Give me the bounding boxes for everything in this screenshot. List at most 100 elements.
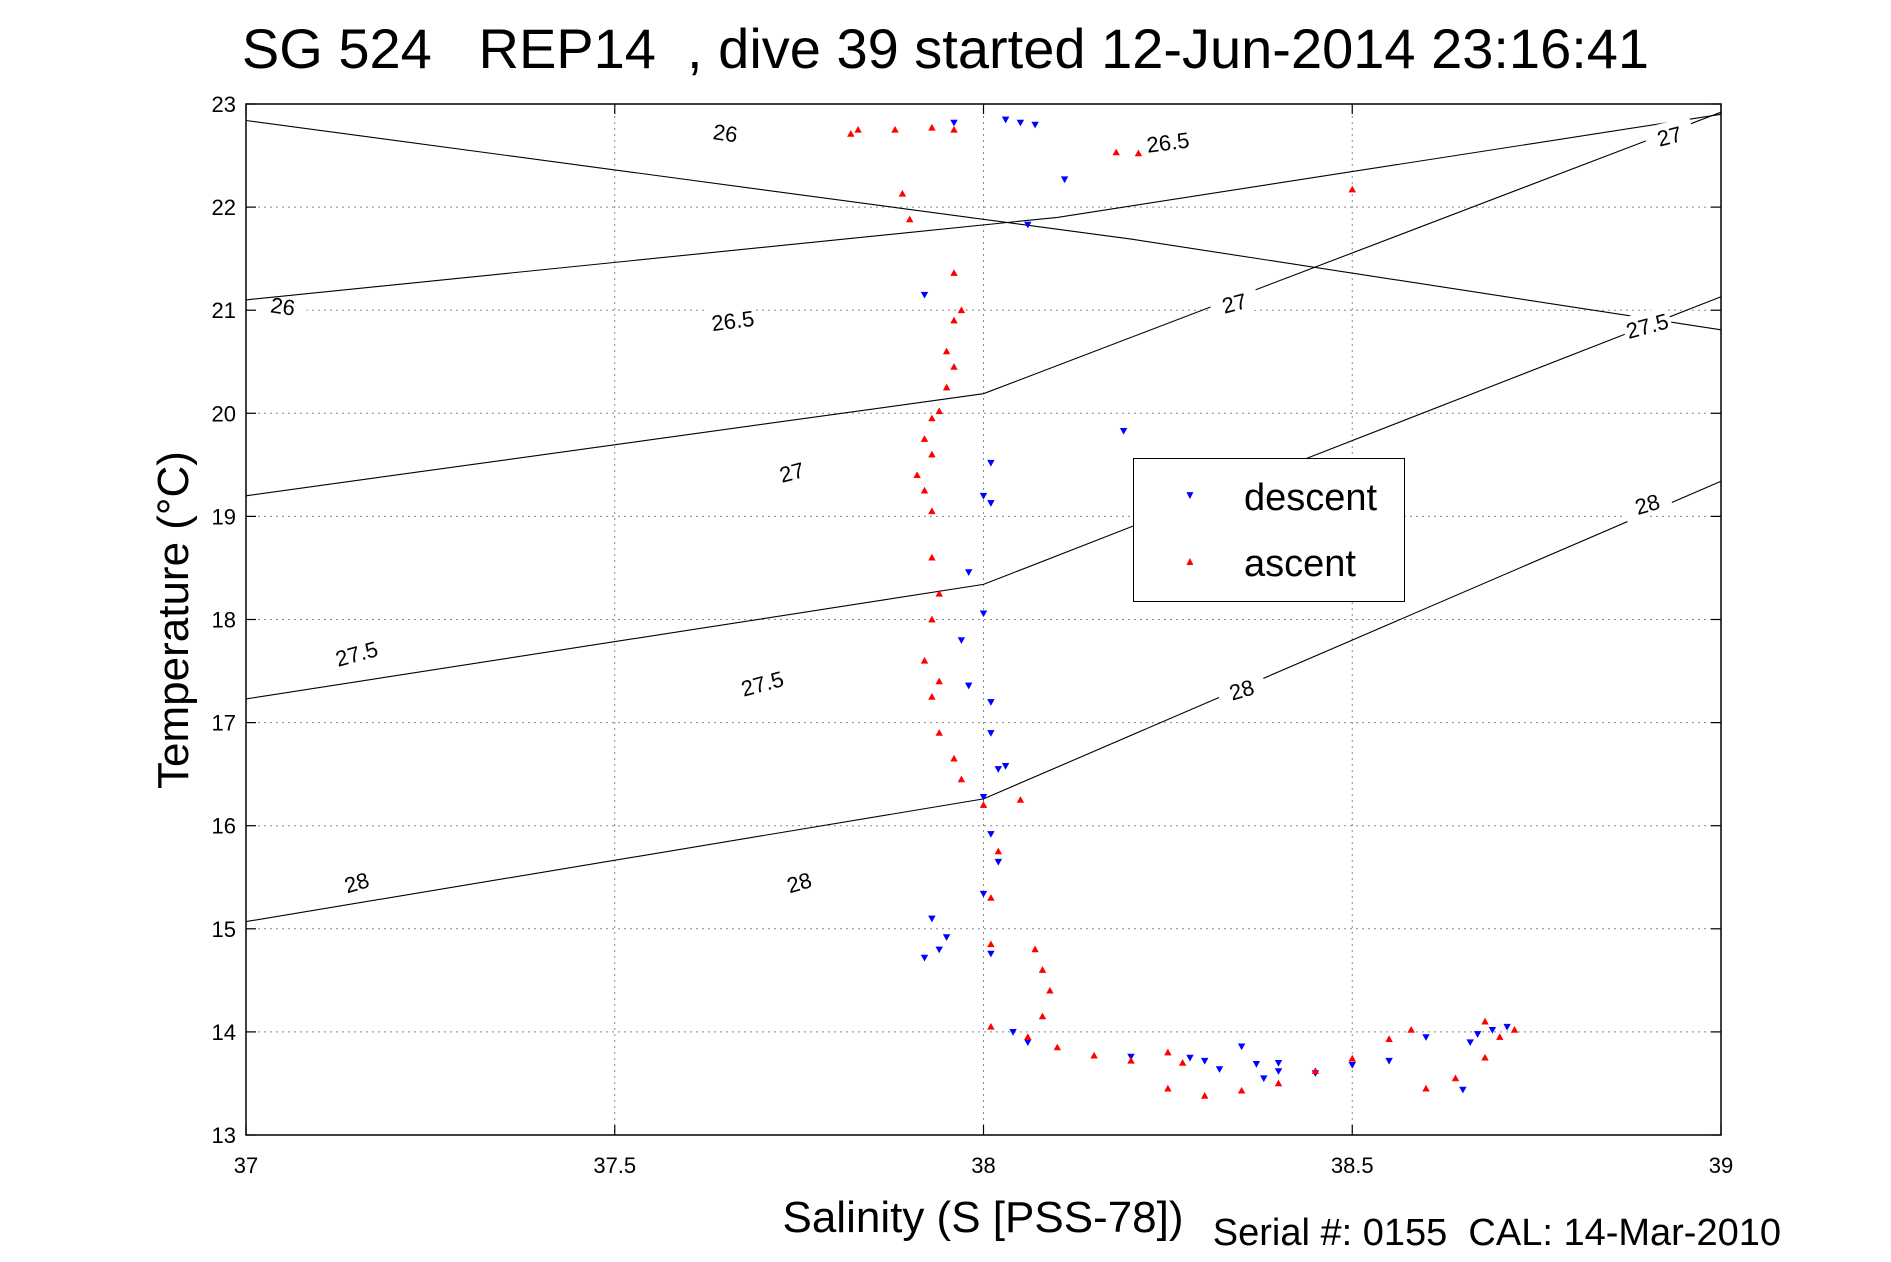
legend-entry-descent: ▼ descent xyxy=(1134,469,1404,529)
x-tick-label: 37 xyxy=(234,1153,258,1178)
descent-point xyxy=(950,119,958,127)
descent-point xyxy=(1119,427,1128,435)
descent-point xyxy=(935,946,943,954)
y-tick-label: 21 xyxy=(212,298,236,323)
x-tick-label: 38 xyxy=(971,1153,995,1178)
ascent-point xyxy=(928,123,936,131)
y-tick-label: 18 xyxy=(212,608,236,633)
descent-point xyxy=(1252,1061,1261,1068)
ascent-point xyxy=(1496,1033,1504,1040)
y-tick-label: 16 xyxy=(212,814,236,839)
descent-point xyxy=(987,459,995,467)
y-tick-label: 14 xyxy=(212,1020,236,1045)
ascent-point xyxy=(1274,1079,1283,1087)
x-tick-label: 39 xyxy=(1709,1153,1733,1178)
contour-label-bg xyxy=(772,862,826,901)
descent-point xyxy=(1459,1086,1467,1094)
descent-point xyxy=(1260,1075,1268,1083)
descent-point xyxy=(1001,116,1010,124)
descent-point xyxy=(1031,121,1039,129)
descent-point xyxy=(1503,1023,1511,1031)
contour-label: 27.5 xyxy=(1623,308,1671,343)
ascent-point xyxy=(928,450,936,458)
descent-point xyxy=(1060,176,1069,184)
ascent-point xyxy=(1178,1058,1187,1066)
y-tick-label: 19 xyxy=(212,504,236,529)
ascent-point xyxy=(935,729,943,736)
ascent-point xyxy=(994,847,1003,855)
descent-point xyxy=(987,950,995,958)
ascent-point xyxy=(1385,1035,1393,1042)
ascent-point xyxy=(1038,1012,1047,1020)
ascent-point xyxy=(1348,185,1357,193)
descent-point xyxy=(1186,1054,1194,1062)
descent-point xyxy=(987,699,995,706)
grid-lines xyxy=(245,103,1722,1136)
ascent-point xyxy=(1451,1074,1460,1082)
y-tick-label: 13 xyxy=(212,1123,236,1148)
ascent-point xyxy=(935,677,943,685)
y-tick-label: 17 xyxy=(212,711,236,736)
contour-label: 27.5 xyxy=(333,636,381,671)
ascent-point xyxy=(950,363,958,370)
chart-title: SG 524 REP14 , dive 39 started 12-Jun-20… xyxy=(241,17,1650,80)
y-axis-label: Temperature (°C) xyxy=(149,451,198,789)
ascent-point xyxy=(979,801,988,808)
contour-label-bg xyxy=(707,303,759,336)
ascent-point xyxy=(957,306,966,314)
ascent-point xyxy=(942,347,951,355)
contour-label: 27 xyxy=(777,457,807,487)
descent-point xyxy=(987,730,995,737)
ascent-point xyxy=(987,940,995,948)
ascent-point xyxy=(920,656,929,664)
ascent-point xyxy=(920,486,929,494)
density-contour-27 xyxy=(245,111,1722,497)
descent-point xyxy=(1473,1031,1482,1038)
data-points xyxy=(847,116,1519,1099)
contour-label-bg xyxy=(1214,669,1269,708)
ascent-point xyxy=(935,589,943,597)
ascent-point xyxy=(1016,796,1025,803)
ascent-point xyxy=(1053,1043,1062,1051)
ascent-point xyxy=(905,215,914,223)
descent-point xyxy=(979,492,988,500)
contour-label: 27 xyxy=(1219,288,1249,318)
descent-point xyxy=(1488,1027,1497,1034)
ascent-point xyxy=(920,435,929,442)
ascent-point xyxy=(928,615,936,623)
contour-label-bg xyxy=(329,633,383,672)
contour-label: 26 xyxy=(711,119,739,147)
descent-point xyxy=(987,831,995,838)
descent-point xyxy=(920,954,929,962)
ascent-point xyxy=(1407,1025,1415,1033)
ascent-point xyxy=(1311,1067,1320,1074)
ascent-point xyxy=(1090,1051,1098,1059)
ascent-point xyxy=(950,754,958,762)
ascent-point xyxy=(1481,1053,1489,1061)
descent-point xyxy=(928,915,936,923)
contour-label-bg xyxy=(329,862,384,901)
ascent-point xyxy=(950,269,958,276)
ascent-point xyxy=(1031,945,1039,953)
ascent-point xyxy=(1481,1017,1489,1025)
contour-label: 26.5 xyxy=(710,306,756,336)
descent-point xyxy=(979,793,988,801)
ascent-point xyxy=(928,553,936,561)
descent-point xyxy=(1024,1039,1032,1047)
contour-label-bg xyxy=(1620,305,1674,344)
ascent-point xyxy=(1127,1056,1135,1064)
y-tick-label: 20 xyxy=(212,401,236,426)
ascent-point xyxy=(891,125,899,133)
ascent-point xyxy=(957,775,966,783)
descent-point xyxy=(957,637,966,644)
descent-point xyxy=(1348,1062,1357,1069)
y-tick-label: 15 xyxy=(212,917,236,942)
ascent-marker-icon: ▲ xyxy=(1184,554,1196,568)
descent-point xyxy=(1200,1057,1209,1065)
ascent-point xyxy=(1134,149,1143,157)
axis-ticks: 37 37.5 38 38.5 39 13 14 15 16 17 18 19 20 21 22 23 xyxy=(212,92,1734,1178)
descent-point xyxy=(920,291,929,299)
x-tick-label: 37.5 xyxy=(593,1153,636,1178)
contour-label-bg xyxy=(1207,283,1261,321)
